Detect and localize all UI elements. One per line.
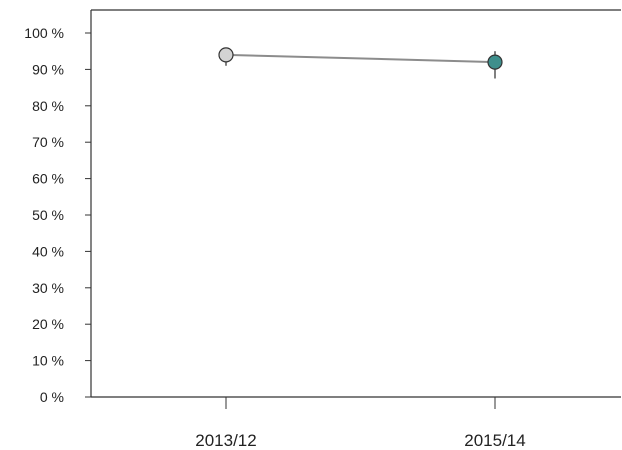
x-tick-label: 2013/12: [195, 431, 256, 450]
y-tick-label: 0 %: [40, 389, 64, 405]
y-tick-label: 100 %: [24, 25, 64, 41]
x-axis: 2013/12 2015/14: [195, 397, 526, 450]
y-axis: 0 % 10 % 20 % 30 % 40 % 50 % 60 % 70 % 80 % 90 % 1…: [24, 25, 91, 405]
plot-frame: [90, 9, 621, 398]
y-tick-label: 30 %: [32, 280, 64, 296]
y-tick-label: 20 %: [32, 316, 64, 332]
y-tick-label: 50 %: [32, 207, 64, 223]
x-tick-label: 2015/14: [464, 431, 525, 450]
y-tick-label: 40 %: [32, 243, 64, 259]
y-tick-label: 70 %: [32, 134, 64, 150]
y-tick-label: 90 %: [32, 61, 64, 77]
series-line: [225, 53, 496, 64]
data-point: [218, 47, 234, 63]
series-layer: [218, 47, 503, 79]
data-point: [487, 54, 503, 70]
y-tick-label: 10 %: [32, 353, 64, 369]
y-tick-label: 80 %: [32, 98, 64, 114]
y-tick-label: 60 %: [32, 171, 64, 187]
